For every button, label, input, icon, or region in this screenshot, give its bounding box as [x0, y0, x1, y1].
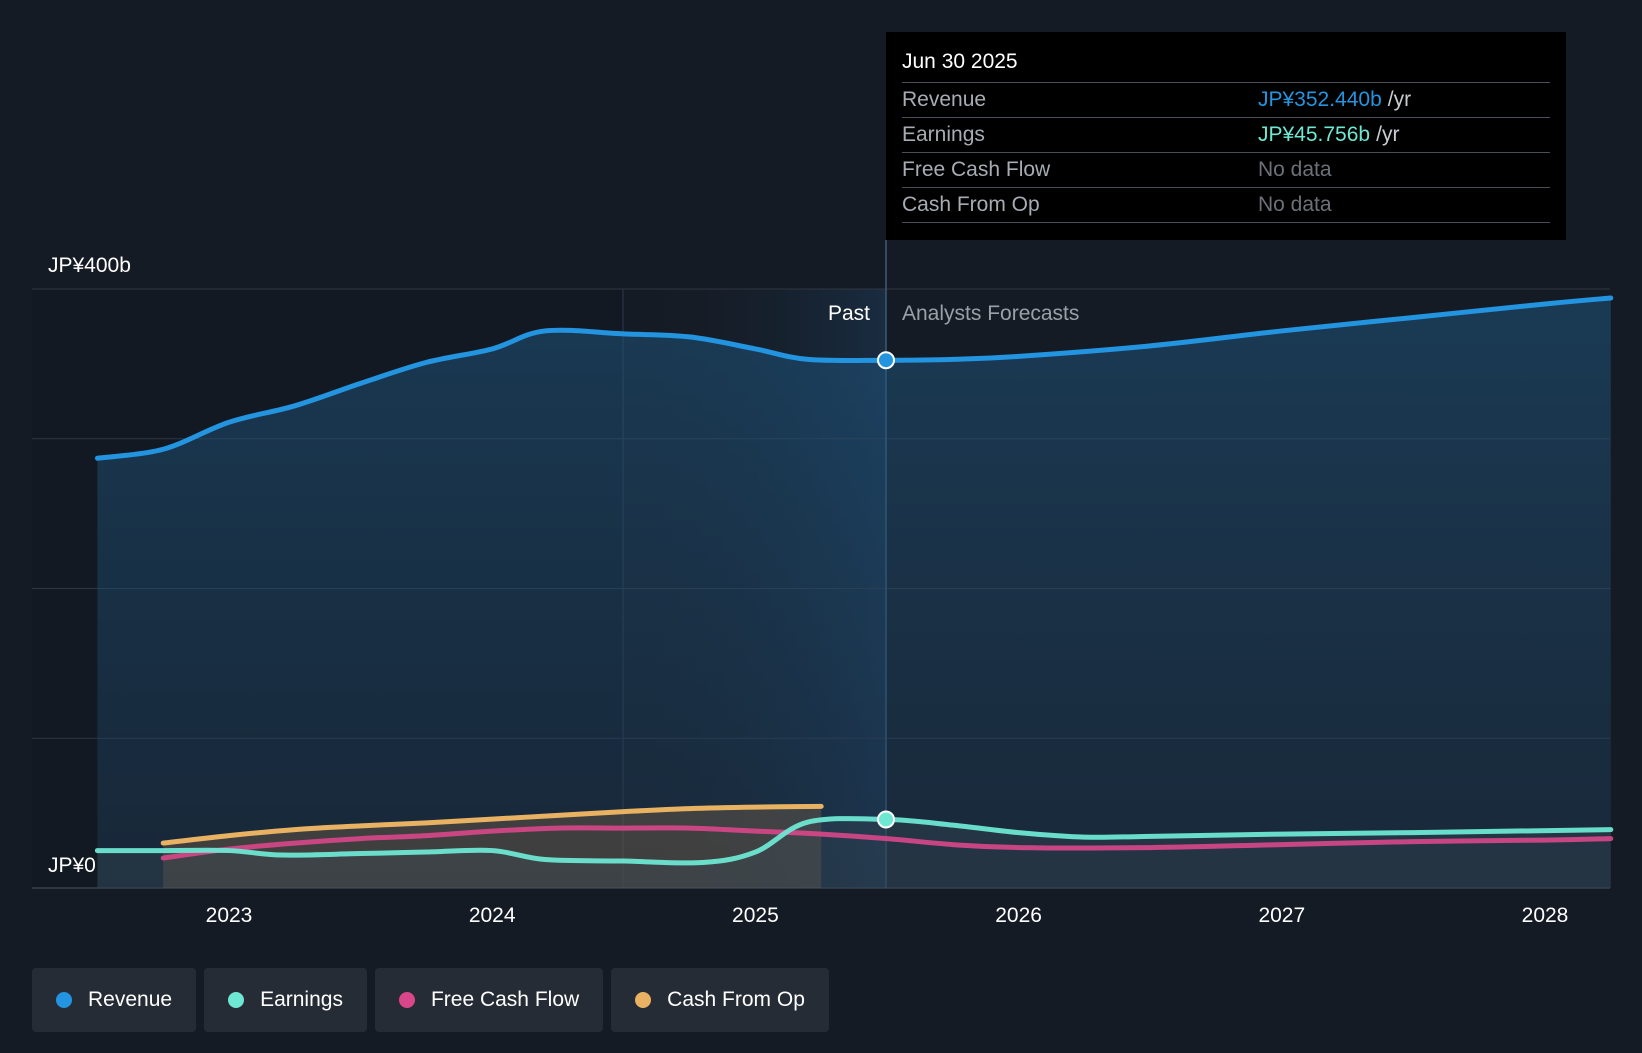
tooltip-value: JP¥352.440b — [1258, 88, 1382, 111]
tooltip-label: Cash From Op — [902, 193, 1040, 216]
earnings-line — [94, 816, 1614, 866]
legend-item-revenue[interactable]: Revenue — [32, 968, 197, 1032]
legend-label: Revenue — [88, 988, 173, 1011]
x-tick-label: 2024 — [469, 904, 516, 927]
cash-from-op-dot-icon — [635, 992, 652, 1008]
legend-label: Earnings — [260, 988, 343, 1011]
tooltip-row-free-cash-flow: Free Cash Flow No data — [902, 153, 1550, 188]
legend-item-free-cash-flow[interactable]: Free Cash Flow — [374, 968, 604, 1032]
legend-item-earnings[interactable]: Earnings — [204, 968, 367, 1032]
past-label: Past — [828, 302, 870, 325]
tooltip-label: Free Cash Flow — [902, 158, 1051, 181]
earnings-dot-icon — [228, 992, 245, 1008]
x-tick-label: 2023 — [206, 904, 253, 927]
y-axis-label-top: JP¥400b — [48, 254, 131, 277]
cash-from-op-line — [160, 803, 824, 846]
revenue-dot-icon — [56, 992, 72, 1008]
tooltip: Jun 30 2025 Revenue JP¥352.440b /yr Earn… — [886, 32, 1566, 240]
revenue-highlight-point — [877, 351, 895, 370]
legend: Revenue Earnings Free Cash Flow Cash Fro… — [32, 968, 829, 1032]
legend-item-cash-from-op[interactable]: Cash From Op — [611, 968, 829, 1032]
free-cash-flow-dot-icon — [398, 992, 415, 1008]
tooltip-value: JP¥45.756b — [1258, 123, 1371, 146]
tooltip-row-earnings: Earnings JP¥45.756b /yr — [902, 118, 1550, 153]
y-axis-label-zero: JP¥0 — [48, 854, 96, 877]
tooltip-row-revenue: Revenue JP¥352.440b /yr — [902, 83, 1550, 118]
forecast-label: Analysts Forecasts — [902, 302, 1079, 325]
tooltip-unit: /yr — [1376, 123, 1400, 146]
revenue-area — [97, 297, 1611, 888]
tooltip-date: Jun 30 2025 — [902, 46, 1550, 83]
tooltip-unit: /yr — [1387, 88, 1412, 111]
legend-label: Free Cash Flow — [430, 988, 580, 1011]
earnings-highlight-point — [877, 810, 895, 829]
x-tick-label: 2028 — [1522, 904, 1569, 927]
tooltip-label: Revenue — [902, 88, 987, 111]
x-tick-label: 2025 — [732, 904, 779, 927]
x-tick-label: 2027 — [1258, 904, 1305, 927]
tooltip-value: No data — [1258, 158, 1332, 181]
tooltip-label: Earnings — [902, 123, 985, 146]
tooltip-row-cash-from-op: Cash From Op No data — [902, 188, 1550, 223]
x-tick-label: 2026 — [995, 904, 1042, 927]
tooltip-value: No data — [1258, 193, 1332, 216]
free-cash-flow-line — [160, 825, 1614, 861]
legend-label: Cash From Op — [667, 988, 805, 1011]
revenue-line — [94, 295, 1614, 461]
